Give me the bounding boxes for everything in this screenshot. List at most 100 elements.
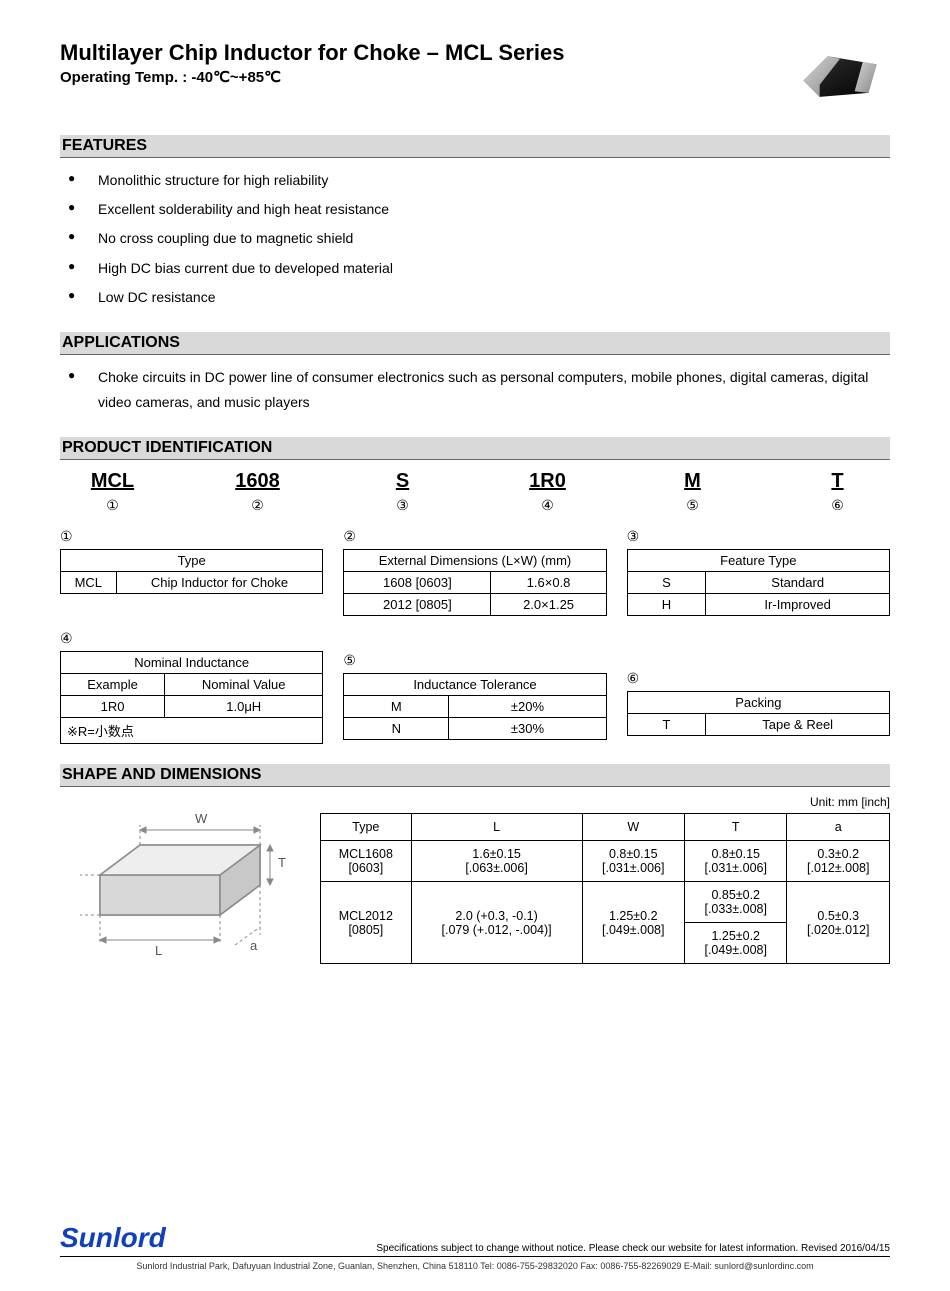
pid-table-6: ⑥ Packing TTape & Reel (627, 630, 890, 736)
dia-label-L: L (155, 943, 162, 958)
page-title: Multilayer Chip Inductor for Choke – MCL… (60, 40, 564, 66)
dim-td: MCL2012 [0805] (321, 882, 412, 964)
product-id-heading: PRODUCT IDENTIFICATION (60, 437, 890, 460)
dim-th: W (582, 814, 684, 841)
features-list: Monolithic structure for high reliabilit… (60, 166, 890, 312)
pid-td: 1.6×0.8 (491, 572, 606, 594)
pid-td: 1R0 (61, 696, 165, 718)
dim-td: 0.3±0.2 [.012±.008] (787, 841, 890, 882)
title-block: Multilayer Chip Inductor for Choke – MCL… (60, 40, 564, 86)
pid-table-label: ⑥ (627, 670, 890, 687)
dim-th: L (411, 814, 582, 841)
pid-table-label: ① (60, 528, 323, 545)
page-subtitle: Operating Temp. : -40℃~+85℃ (60, 68, 564, 86)
pid-td: H (627, 594, 706, 616)
pid-num: ② (205, 497, 310, 514)
pid-code: 1R0 (495, 470, 600, 493)
dim-td: 1.25±0.2 [.049±.008] (684, 923, 786, 964)
pid-th: Nominal Inductance (61, 652, 323, 674)
footer-address: Sunlord Industrial Park, Dafuyuan Indust… (60, 1261, 890, 1271)
pid-num-row: ① ② ③ ④ ⑤ ⑥ (60, 497, 890, 514)
pid-td: Nominal Value (165, 674, 323, 696)
pid-code: 1608 (205, 470, 310, 493)
pid-td: 1.0μH (165, 696, 323, 718)
dim-td: 1.6±0.15 [.063±.006] (411, 841, 582, 882)
pid-num: ④ (495, 497, 600, 514)
shape-diagram: L W T a (60, 795, 300, 978)
pid-td: Example (61, 674, 165, 696)
pid-table-label: ③ (627, 528, 890, 545)
shape-section: SHAPE AND DIMENSIONS (60, 764, 890, 978)
dim-td: 1.25±0.2 [.049±.008] (582, 882, 684, 964)
footer: Sunlord Specifications subject to change… (60, 1222, 890, 1271)
pid-table-4: ④ Nominal Inductance ExampleNominal Valu… (60, 630, 323, 744)
dim-td: 0.85±0.2 [.033±.008] (684, 882, 786, 923)
pid-num: ① (60, 497, 165, 514)
header: Multilayer Chip Inductor for Choke – MCL… (60, 40, 890, 105)
shape-heading: SHAPE AND DIMENSIONS (60, 764, 890, 787)
dim-th: T (684, 814, 786, 841)
dim-th: a (787, 814, 890, 841)
pid-code: M (640, 470, 745, 493)
pid-td: N (344, 718, 449, 740)
features-heading: FEATURES (60, 135, 890, 158)
dia-label-T: T (278, 855, 286, 870)
pid-td: 2012 [0805] (344, 594, 491, 616)
pid-td: Standard (706, 572, 890, 594)
pid-table-1: ① Type MCLChip Inductor for Choke (60, 528, 323, 594)
pid-th: External Dimensions (L×W) (mm) (344, 550, 606, 572)
applications-heading: APPLICATIONS (60, 332, 890, 355)
dim-td: MCL1608 [0603] (321, 841, 412, 882)
pid-td: MCL (61, 572, 117, 594)
features-section: FEATURES Monolithic structure for high r… (60, 135, 890, 312)
feature-item: Monolithic structure for high reliabilit… (68, 166, 890, 195)
shape-table-wrap: Unit: mm [inch] Type L W T a MCL1608 [06… (320, 795, 890, 978)
pid-td: 1608 [0603] (344, 572, 491, 594)
pid-table-label: ② (343, 528, 606, 545)
unit-label: Unit: mm [inch] (320, 795, 890, 809)
pid-table-label: ④ (60, 630, 323, 647)
table-row: MCL2012 [0805] 2.0 (+0.3, -0.1) [.079 (+… (321, 882, 890, 923)
pid-code: T (785, 470, 890, 493)
pid-table-2: ② External Dimensions (L×W) (mm) 1608 [0… (343, 528, 606, 616)
pid-table-3: ③ Feature Type SStandard HIr-Improved (627, 528, 890, 616)
pid-table-label: ⑤ (343, 652, 606, 669)
pid-num: ⑥ (785, 497, 890, 514)
applications-section: APPLICATIONS Choke circuits in DC power … (60, 332, 890, 417)
dim-td: 0.5±0.3 [.020±.012] (787, 882, 890, 964)
dim-td: 0.8±0.15 [.031±.006] (582, 841, 684, 882)
pid-code-row: MCL 1608 S 1R0 M T (60, 470, 890, 493)
footer-notice: Specifications subject to change without… (186, 1243, 890, 1254)
pid-th: Feature Type (627, 550, 889, 572)
pid-code: S (350, 470, 455, 493)
pid-code: MCL (60, 470, 165, 493)
pid-th: Inductance Tolerance (344, 674, 606, 696)
pid-td: Ir-Improved (706, 594, 890, 616)
pid-tables-row-2: ④ Nominal Inductance ExampleNominal Valu… (60, 630, 890, 744)
pid-td: ±20% (449, 696, 606, 718)
feature-item: Low DC resistance (68, 283, 890, 312)
dim-td: 2.0 (+0.3, -0.1) [.079 (+.012, -.004)] (411, 882, 582, 964)
pid-tables-row-1: ① Type MCLChip Inductor for Choke ② Exte… (60, 528, 890, 616)
pid-th: Type (61, 550, 323, 572)
dim-td: 0.8±0.15 [.031±.006] (684, 841, 786, 882)
sunlord-logo: Sunlord (60, 1222, 166, 1254)
pid-note: ※R=小数点 (61, 718, 323, 744)
dia-label-W: W (195, 811, 208, 826)
pid-table-5: ⑤ Inductance Tolerance M±20% N±30% (343, 630, 606, 740)
pid-num: ③ (350, 497, 455, 514)
applications-list: Choke circuits in DC power line of consu… (60, 363, 890, 417)
application-item: Choke circuits in DC power line of consu… (68, 363, 890, 417)
pid-td: ±30% (449, 718, 606, 740)
dia-label-a: a (250, 938, 258, 953)
feature-item: High DC bias current due to developed ma… (68, 254, 890, 283)
dim-th: Type (321, 814, 412, 841)
pid-td: T (627, 714, 706, 736)
pid-td: M (344, 696, 449, 718)
pid-td: Chip Inductor for Choke (116, 572, 323, 594)
chip-inductor-image (790, 40, 890, 105)
product-id-section: PRODUCT IDENTIFICATION MCL 1608 S 1R0 M … (60, 437, 890, 744)
pid-num: ⑤ (640, 497, 745, 514)
pid-td: Tape & Reel (706, 714, 890, 736)
pid-td: 2.0×1.25 (491, 594, 606, 616)
